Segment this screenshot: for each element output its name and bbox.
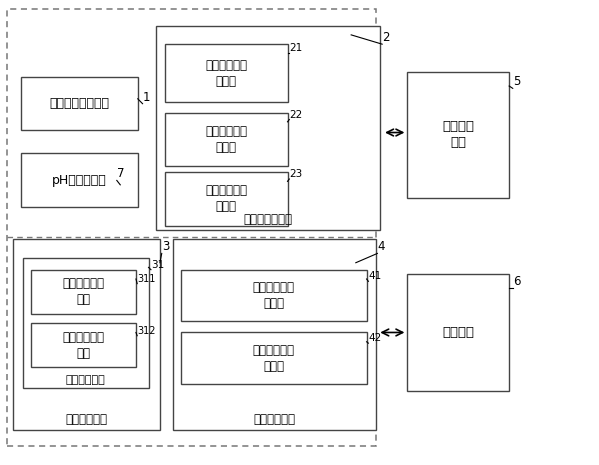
Text: 41: 41	[368, 271, 382, 281]
Text: 报警模块: 报警模块	[442, 326, 474, 339]
Text: 23: 23	[289, 169, 302, 179]
Bar	[181, 332, 367, 384]
Bar	[23, 258, 149, 388]
Bar	[21, 153, 138, 207]
Text: 2: 2	[382, 31, 390, 44]
Text: 42: 42	[368, 333, 382, 343]
Bar	[165, 172, 288, 226]
Text: 312: 312	[137, 326, 156, 336]
Text: 蒸氨塔液位控
制模块: 蒸氨塔液位控 制模块	[205, 59, 247, 88]
Bar	[13, 239, 160, 430]
Text: 蒸氨塔压力监
测模块: 蒸氨塔压力监 测模块	[205, 184, 247, 213]
Bar	[181, 270, 367, 321]
Bar	[165, 44, 288, 102]
Text: 冷却器流量控
制单元: 冷却器流量控 制单元	[253, 344, 295, 372]
Text: 计算机工
作站: 计算机工 作站	[442, 120, 474, 149]
Text: 1: 1	[143, 91, 150, 104]
Bar	[165, 113, 288, 166]
Text: 6: 6	[513, 275, 521, 288]
Text: 蒸氨塔温度监
测模块: 蒸氨塔温度监 测模块	[205, 125, 247, 154]
Text: pH值监控模块: pH值监控模块	[52, 174, 107, 186]
Text: 31: 31	[151, 259, 164, 270]
Text: 7: 7	[117, 167, 125, 180]
Bar	[156, 26, 380, 230]
Bar	[7, 9, 376, 446]
Bar	[407, 72, 509, 198]
Text: 冷却器温度检
测单元: 冷却器温度检 测单元	[253, 281, 295, 310]
Bar	[31, 270, 136, 314]
Text: 氨氮检测单元: 氨氮检测单元	[66, 375, 105, 385]
Text: 废水流量控制模块: 废水流量控制模块	[49, 97, 110, 110]
Text: 22: 22	[289, 109, 302, 120]
Bar	[31, 323, 136, 367]
Text: 第一氨氮检测
单元: 第一氨氮检测 单元	[62, 277, 105, 306]
Bar	[407, 274, 509, 391]
Text: 第二氨氮检测
单元: 第二氨氮检测 单元	[62, 331, 105, 360]
Bar	[21, 77, 138, 130]
Text: 排放控制模块: 排放控制模块	[65, 413, 108, 426]
Text: 蒸氨塔控制模块: 蒸氨塔控制模块	[244, 213, 292, 226]
Text: 5: 5	[513, 75, 520, 88]
Bar	[173, 239, 376, 430]
Text: 21: 21	[289, 43, 302, 53]
Text: 311: 311	[137, 273, 156, 284]
Text: 冷源循环模块: 冷源循环模块	[253, 413, 295, 426]
Text: 4: 4	[377, 240, 385, 253]
Text: 3: 3	[162, 240, 169, 253]
